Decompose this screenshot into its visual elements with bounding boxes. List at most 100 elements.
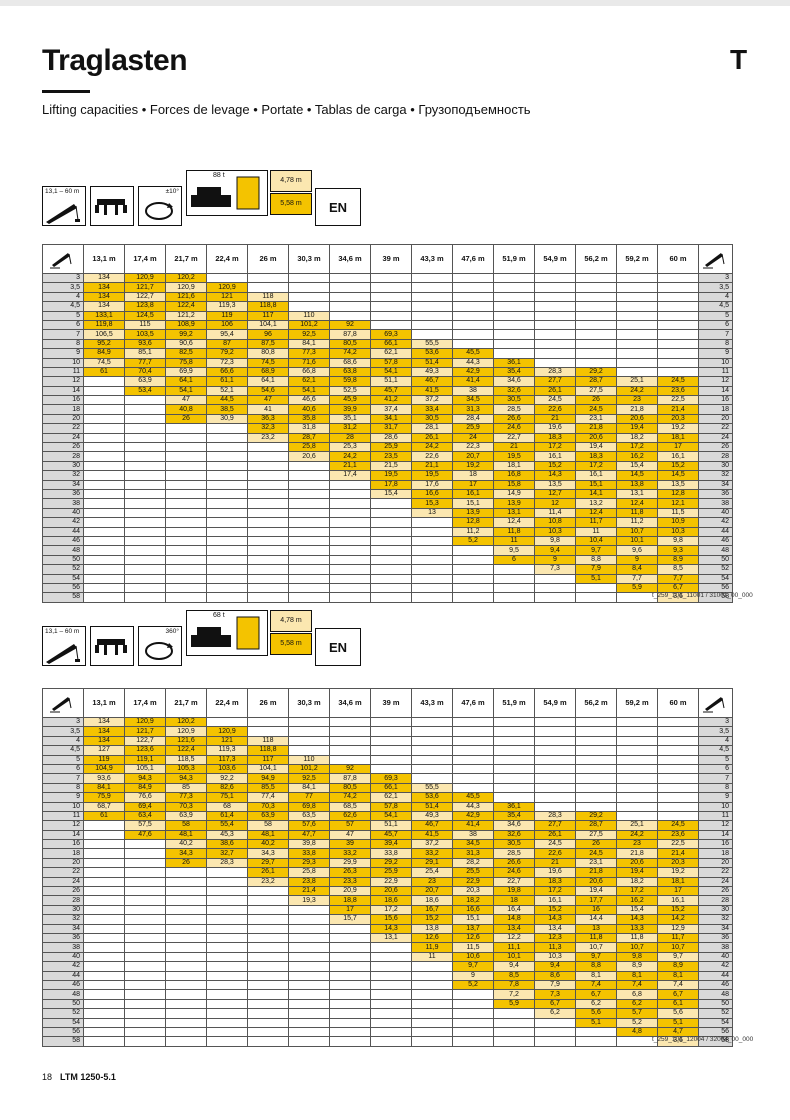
capacity-cell (206, 479, 248, 491)
capacity-cell: 6,7 (575, 989, 617, 1000)
capacity-cell: 53,6 (411, 348, 453, 359)
capacity-cell: 11,2 (452, 526, 494, 537)
capacity-cell: 51,1 (370, 376, 412, 387)
radius-cell: 8 (698, 338, 733, 350)
capacity-cell: 62,1 (370, 792, 412, 803)
table-code: t_259_101_11001 / 31001_00_000 (652, 592, 753, 599)
capacity-cell (83, 839, 125, 850)
capacity-cell: 80,5 (329, 338, 371, 350)
capacity-cell: 13,1 (370, 932, 412, 944)
capacity-cell (165, 867, 207, 878)
capacity-cell: 66,8 (288, 366, 330, 378)
capacity-cell (411, 526, 453, 537)
table-row: 18 40,8 38,5 41 40,6 39,9 37,4 33,4 31,3 28,5 22,6… (42, 404, 733, 415)
capacity-cell: 20,6 (575, 876, 617, 888)
capacity-cell (616, 348, 658, 359)
capacity-cell: 15,3 (411, 498, 453, 509)
capacity-cell: 13,2 (575, 498, 617, 509)
capacity-cell: 5,1 (575, 1017, 617, 1028)
capacity-cell: 39 (329, 839, 371, 850)
capacity-cell (288, 498, 330, 509)
capacity-cell (83, 914, 125, 925)
capacity-cell: 118,8 (247, 301, 289, 312)
capacity-cell: 35,1 (329, 413, 371, 425)
capacity-cell (124, 876, 166, 888)
capacity-cell: 108,9 (165, 319, 207, 331)
capacity-cell (206, 554, 248, 566)
capacity-cell: 31,3 (452, 404, 494, 415)
capacity-cell: 14,1 (575, 488, 617, 500)
capacity-cell (575, 763, 617, 775)
outrigger-width-a: 4,78 m (270, 170, 312, 192)
capacity-cell: 9,4 (534, 961, 576, 972)
capacity-cell: 41,2 (370, 395, 412, 406)
capacity-cell (452, 329, 494, 340)
capacity-cell (575, 735, 617, 747)
table-row: 48 7,2 7,3 6,7 6,8 6,7 48 (42, 989, 733, 1000)
capacity-cell: 28,6 (370, 432, 412, 444)
capacity-cell: 51,4 (411, 801, 453, 812)
radius-cell: 44 (42, 970, 84, 981)
model-name: LTM 1250-5.1 (60, 1072, 116, 1082)
capacity-cell (83, 904, 125, 916)
capacity-cell: 68 (206, 801, 248, 812)
table-header-row: 13,1 m 17,4 m 21,7 m 22,4 m 26 m 30,3 m 34,6 m… (42, 688, 733, 718)
capacity-cell: 22,5 (657, 839, 699, 850)
capacity-cell: 69,9 (165, 366, 207, 378)
capacity-cell: 105,3 (165, 763, 207, 775)
capacity-cell (616, 716, 658, 728)
capacity-cell: 16,6 (411, 488, 453, 500)
radius-cell: 48 (698, 989, 733, 1000)
capacity-cell: 69,3 (370, 329, 412, 340)
capacity-cell: 84,1 (83, 782, 125, 794)
table-row: 38 15,3 15,1 13,9 12 13,2 12,4 12,1 38 (42, 498, 733, 509)
table-row: 14 53,4 54,1 52,1 54,6 54,1 52,5 45,7 41,5 38 32,6… (42, 385, 733, 397)
capacity-cell (83, 989, 125, 1000)
capacity-cell: 25,1 (616, 820, 658, 831)
capacity-cell: 33,8 (288, 848, 330, 859)
capacity-cell (534, 310, 576, 321)
capacity-cell: 124,5 (124, 310, 166, 321)
capacity-cell: 70,3 (165, 801, 207, 812)
capacity-cell: 7,4 (616, 979, 658, 991)
table-row: 38 11,9 11,5 11,1 11,3 10,7 10,7 10,7 38 (42, 942, 733, 953)
capacity-cell: 62,1 (288, 376, 330, 387)
radius-cell: 16 (698, 395, 733, 406)
capacity-cell: 29,2 (575, 366, 617, 378)
capacity-cell (575, 782, 617, 794)
capacity-cell (206, 573, 248, 584)
capacity-cell: 8,1 (657, 970, 699, 981)
slewing-label: ±10° (165, 188, 179, 195)
radius-cell: 40 (42, 507, 84, 519)
radius-cell: 11 (698, 366, 733, 378)
capacity-cell: 9,8 (657, 535, 699, 547)
capacity-cell (83, 554, 125, 566)
capacity-cell (329, 479, 371, 491)
capacity-cell (329, 951, 371, 963)
capacity-cell (370, 517, 412, 528)
radius-cell: 16 (42, 839, 84, 850)
capacity-cell (165, 876, 207, 888)
capacity-cell (534, 773, 576, 784)
capacity-cell (247, 282, 289, 293)
capacity-cell: 46,6 (288, 395, 330, 406)
capacity-cell (329, 1036, 371, 1047)
capacity-cell (534, 291, 576, 303)
capacity-cell: 104,9 (83, 763, 125, 775)
capacity-cell: 29,2 (575, 810, 617, 822)
capacity-cell (370, 545, 412, 556)
radius-cell: 8 (42, 782, 84, 794)
outrigger-width-a-label: 4,78 m (280, 177, 302, 184)
capacity-cell: 123,6 (124, 745, 166, 756)
capacity-cell: 20,7 (411, 886, 453, 897)
capacity-cell: 52,1 (206, 385, 248, 397)
capacity-cell: 18,2 (616, 432, 658, 444)
capacity-cell (452, 1036, 494, 1047)
capacity-cell (165, 460, 207, 472)
capacity-cell: 15,6 (370, 914, 412, 925)
capacity-cell: 11,5 (657, 507, 699, 519)
radius-cell: 20 (42, 413, 84, 425)
capacity-cell: 9,7 (657, 951, 699, 963)
capacity-cell (83, 479, 125, 491)
capacity-cell: 18,8 (329, 895, 371, 906)
